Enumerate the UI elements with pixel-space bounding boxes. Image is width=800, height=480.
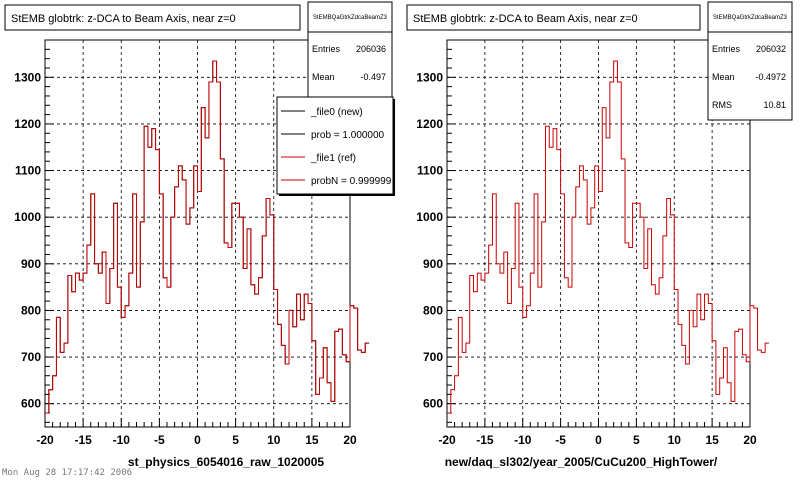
panel1-x-tick-label: 0 — [194, 433, 201, 447]
panel1-y-tick-label: 1200 — [14, 117, 41, 131]
panel1-legend-label: prob = 1.000000 — [311, 130, 385, 141]
panel2-stats-value: 206032 — [756, 44, 786, 54]
panel2-y-tick-label: 900 — [423, 257, 443, 271]
panel2-x-axis-label: new/daq_sl302/year_2005/CuCu200_HighTowe… — [445, 455, 718, 469]
panel2-series-ref — [447, 60, 769, 414]
panel2-x-tick-label: 20 — [743, 433, 757, 447]
panel1-y-tick-label: 1000 — [14, 210, 41, 224]
panel2-y-tick-label: 600 — [423, 397, 443, 411]
panel1-stats-value: -0.497 — [360, 72, 386, 82]
panel2-y-tick-label: 800 — [423, 303, 443, 317]
timestamp-footer: Mon Aug 28 17:17:42 2006 — [2, 468, 133, 478]
panel2-x-tick-label: 5 — [633, 433, 640, 447]
panel1-series-ref — [45, 60, 370, 414]
panel2-y-tick-label: 1300 — [416, 70, 443, 84]
panel1-y-tick-label: 700 — [21, 350, 41, 364]
panel1-y-tick-label: 1100 — [15, 164, 41, 178]
panel2-y-tick-label: 700 — [423, 350, 443, 364]
panel2-y-tick-label: 1100 — [417, 164, 443, 178]
panel1-legend-label: _file1 (ref) — [310, 153, 356, 164]
panel2-stats-value: 10.81 — [763, 100, 786, 110]
panel1-x-tick-label: 5 — [232, 433, 239, 447]
panel1-y-tick-label: 900 — [21, 257, 41, 271]
panel2-y-tick-label: 1000 — [416, 210, 443, 224]
panel1-y-tick-label: 800 — [21, 303, 41, 317]
panel2-stats-box — [707, 1, 793, 121]
panel1-y-tick-label: 600 — [21, 397, 41, 411]
panel2-title: StEMB globtrk: z-DCA to Beam Axis, near … — [413, 13, 638, 25]
panel2-x-tick-label: -15 — [476, 433, 494, 447]
panel1-stats-label: Mean — [312, 72, 335, 82]
panel2-x-tick-label: -20 — [438, 433, 456, 447]
panel2-stats-value: -0.4972 — [755, 72, 786, 82]
panel1-x-axis-label: st_physics_6054016_raw_1020005 — [128, 455, 324, 469]
panel2-stats-label: Entries — [712, 44, 741, 54]
panel1-legend-label: _file0 (new) — [310, 107, 363, 118]
panel1-stats-name: StEMBQaGtrkZdcaBeamZ3 — [313, 15, 388, 21]
panel2-y-tick-label: 1200 — [416, 117, 443, 131]
panel1-legend-box — [276, 96, 394, 195]
panel1-x-tick-label: -5 — [154, 433, 165, 447]
panel2-stats-name: StEMBQaGtrkZdcaBeamZ3 — [713, 15, 788, 21]
panel1-x-tick-label: -20 — [36, 433, 54, 447]
panel1-stats-label: Entries — [312, 44, 341, 54]
panel1-x-tick-label: 10 — [267, 433, 281, 447]
panel1-title-box — [4, 4, 301, 31]
panel2-x-tick-label: 10 — [668, 433, 682, 447]
panel1-legend-label: probN = 0.999999 — [311, 176, 392, 187]
panel1-y-tick-label: 1300 — [14, 70, 41, 84]
panel1-stats-box — [307, 1, 393, 103]
panel2-x-tick-label: -10 — [514, 433, 532, 447]
panel2-x-tick-label: 15 — [705, 433, 719, 447]
panel1-title: StEMB globtrk: z-DCA to Beam Axis, near … — [11, 13, 236, 25]
panel1-x-tick-label: 20 — [343, 433, 357, 447]
panel1-x-tick-label: -10 — [113, 433, 131, 447]
panel1-x-tick-label: 15 — [305, 433, 319, 447]
panel2-stats-label: RMS — [712, 100, 732, 110]
panel2-title-box — [406, 4, 701, 31]
panel2-stats-label: Mean — [712, 72, 735, 82]
panel1-stats-value: 206036 — [356, 44, 386, 54]
panel2-x-tick-label: -5 — [555, 433, 566, 447]
panel1-x-tick-label: -15 — [74, 433, 92, 447]
panel2-x-tick-label: 0 — [595, 433, 602, 447]
